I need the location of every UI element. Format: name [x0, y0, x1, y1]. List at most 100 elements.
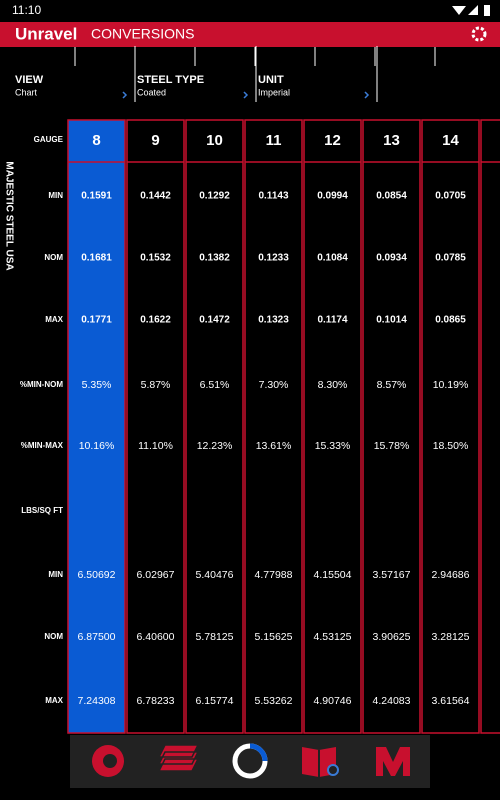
chevron — [122, 91, 128, 99]
sheets[interactable] — [157, 744, 200, 772]
gear[interactable] — [471, 26, 487, 42]
row-label: MIN — [48, 570, 63, 579]
cell: 6.15774 — [196, 695, 234, 707]
cell: 3.28125 — [432, 631, 470, 643]
cell: 6.78233 — [137, 695, 175, 707]
status-time: 11:10 — [12, 3, 41, 17]
chevron — [364, 91, 370, 99]
gauge-column[interactable]: 9 0.1442 0.1532 0.1622 5.87% 11.10% 6.02967 6.4… — [126, 119, 185, 734]
nav-sheets[interactable] — [157, 744, 200, 772]
cell: 4.90746 — [314, 695, 352, 707]
nav-majestic[interactable] — [376, 747, 410, 776]
cell: 0.0785 — [435, 253, 466, 264]
selector-value: Coated — [137, 87, 166, 97]
cell: 4.24083 — [373, 695, 411, 707]
column-box — [480, 119, 500, 734]
cell: 0.1771 — [81, 315, 112, 326]
side-label: MAJESTIC STEEL USA — [3, 161, 14, 270]
selector-value: Chart — [15, 87, 38, 97]
gauge-column[interactable]: 13 0.0854 0.0934 0.1014 8.57% 15.78% 3.57167 3.… — [362, 119, 421, 734]
gauge-column[interactable]: 14 0.0705 0.0785 0.0865 10.19% 18.50% 2.94686 3… — [421, 119, 480, 734]
app-title: CONVERSIONS — [91, 26, 194, 42]
cell: 0.1084 — [317, 253, 348, 264]
cell: 0.1591 — [81, 191, 112, 202]
cell: 5.53262 — [255, 695, 293, 707]
column-box — [126, 119, 185, 734]
row-label: %MIN-MAX — [21, 441, 64, 450]
gauge-arc[interactable] — [249, 743, 268, 762]
wifi-icon — [452, 6, 466, 15]
cell: 0.1323 — [258, 315, 289, 326]
cell: 4.77988 — [255, 569, 293, 581]
gauge-number: 11 — [266, 132, 282, 149]
nav-gauge[interactable] — [232, 743, 268, 779]
cell: 5.40476 — [196, 569, 234, 581]
cell: 5.78125 — [196, 631, 234, 643]
cell: 7.24308 — [78, 695, 116, 707]
cell: 11.10% — [138, 440, 173, 452]
cell: 6.02967 — [137, 569, 175, 581]
row-label: NOM — [44, 253, 63, 262]
gauge-number: 9 — [151, 132, 159, 149]
cell: 0.1532 — [140, 253, 171, 264]
selector-value: Imperial — [258, 87, 290, 97]
cell: 5.87% — [141, 379, 171, 391]
nav-catalog[interactable] — [302, 747, 339, 777]
cell: 5.15625 — [255, 631, 293, 643]
gauge-column[interactable]: 12 0.0994 0.1084 0.1174 8.30% 15.33% 4.15504 4.… — [303, 119, 362, 734]
cell: 3.61564 — [432, 695, 470, 707]
gauge-column[interactable]: 10 0.1292 0.1382 0.1472 6.51% 12.23% 5.40476 5.… — [185, 119, 244, 734]
gauge-column[interactable]: 8 0.1591 0.1681 0.1771 5.35% 10.16% 6.50692 6.8… — [67, 119, 126, 734]
cell: 2.94686 — [432, 569, 470, 581]
partial-column[interactable] — [480, 119, 500, 734]
cell: 10.16% — [79, 440, 115, 452]
cell: 8.57% — [377, 379, 407, 391]
cell: 6.87500 — [78, 631, 116, 643]
row-label: NOM — [44, 632, 63, 641]
cell: 0.1174 — [317, 315, 347, 326]
cell: 15.78% — [374, 440, 410, 452]
chevron — [243, 91, 249, 99]
cell: 0.0994 — [317, 191, 348, 202]
row-label: MIN — [48, 191, 63, 200]
cell: 8.30% — [318, 379, 348, 391]
cell: 0.1442 — [140, 191, 171, 202]
settings-icon[interactable] — [471, 26, 487, 42]
gauge-column[interactable]: 11 0.1143 0.1233 0.1323 7.30% 13.61% 4.77988 5.… — [244, 119, 303, 734]
search-lens[interactable] — [327, 764, 339, 776]
battery-icon — [484, 5, 490, 16]
row-label: MAX — [45, 315, 63, 324]
gauge-number: 14 — [442, 132, 459, 149]
column-box — [303, 119, 362, 734]
cell: 13.61% — [256, 440, 292, 452]
cell: 15.33% — [315, 440, 351, 452]
selector-label: VIEW — [15, 74, 44, 86]
selector-label: STEEL TYPE — [137, 74, 204, 86]
row-label: MAX — [45, 696, 63, 705]
cell: 18.50% — [433, 440, 469, 452]
cell: 0.1014 — [376, 315, 407, 326]
cell: 5.35% — [82, 379, 112, 391]
column-box — [421, 119, 480, 734]
cell: 0.0865 — [435, 315, 466, 326]
m-logo[interactable] — [376, 747, 410, 776]
cell: 0.1143 — [258, 191, 288, 202]
cell: 0.1622 — [140, 315, 171, 326]
cell: 10.19% — [433, 379, 469, 391]
gear-hole[interactable] — [477, 32, 481, 36]
cell: 0.0705 — [435, 191, 466, 202]
column-box — [244, 119, 303, 734]
cell: 0.0854 — [376, 191, 407, 202]
row-label: %MIN-NOM — [20, 380, 63, 389]
signal-icon — [468, 5, 478, 15]
column-box — [67, 119, 126, 734]
coil-inner[interactable] — [103, 754, 117, 768]
gauge-number: 13 — [383, 132, 400, 149]
nav-coils[interactable] — [92, 745, 124, 777]
